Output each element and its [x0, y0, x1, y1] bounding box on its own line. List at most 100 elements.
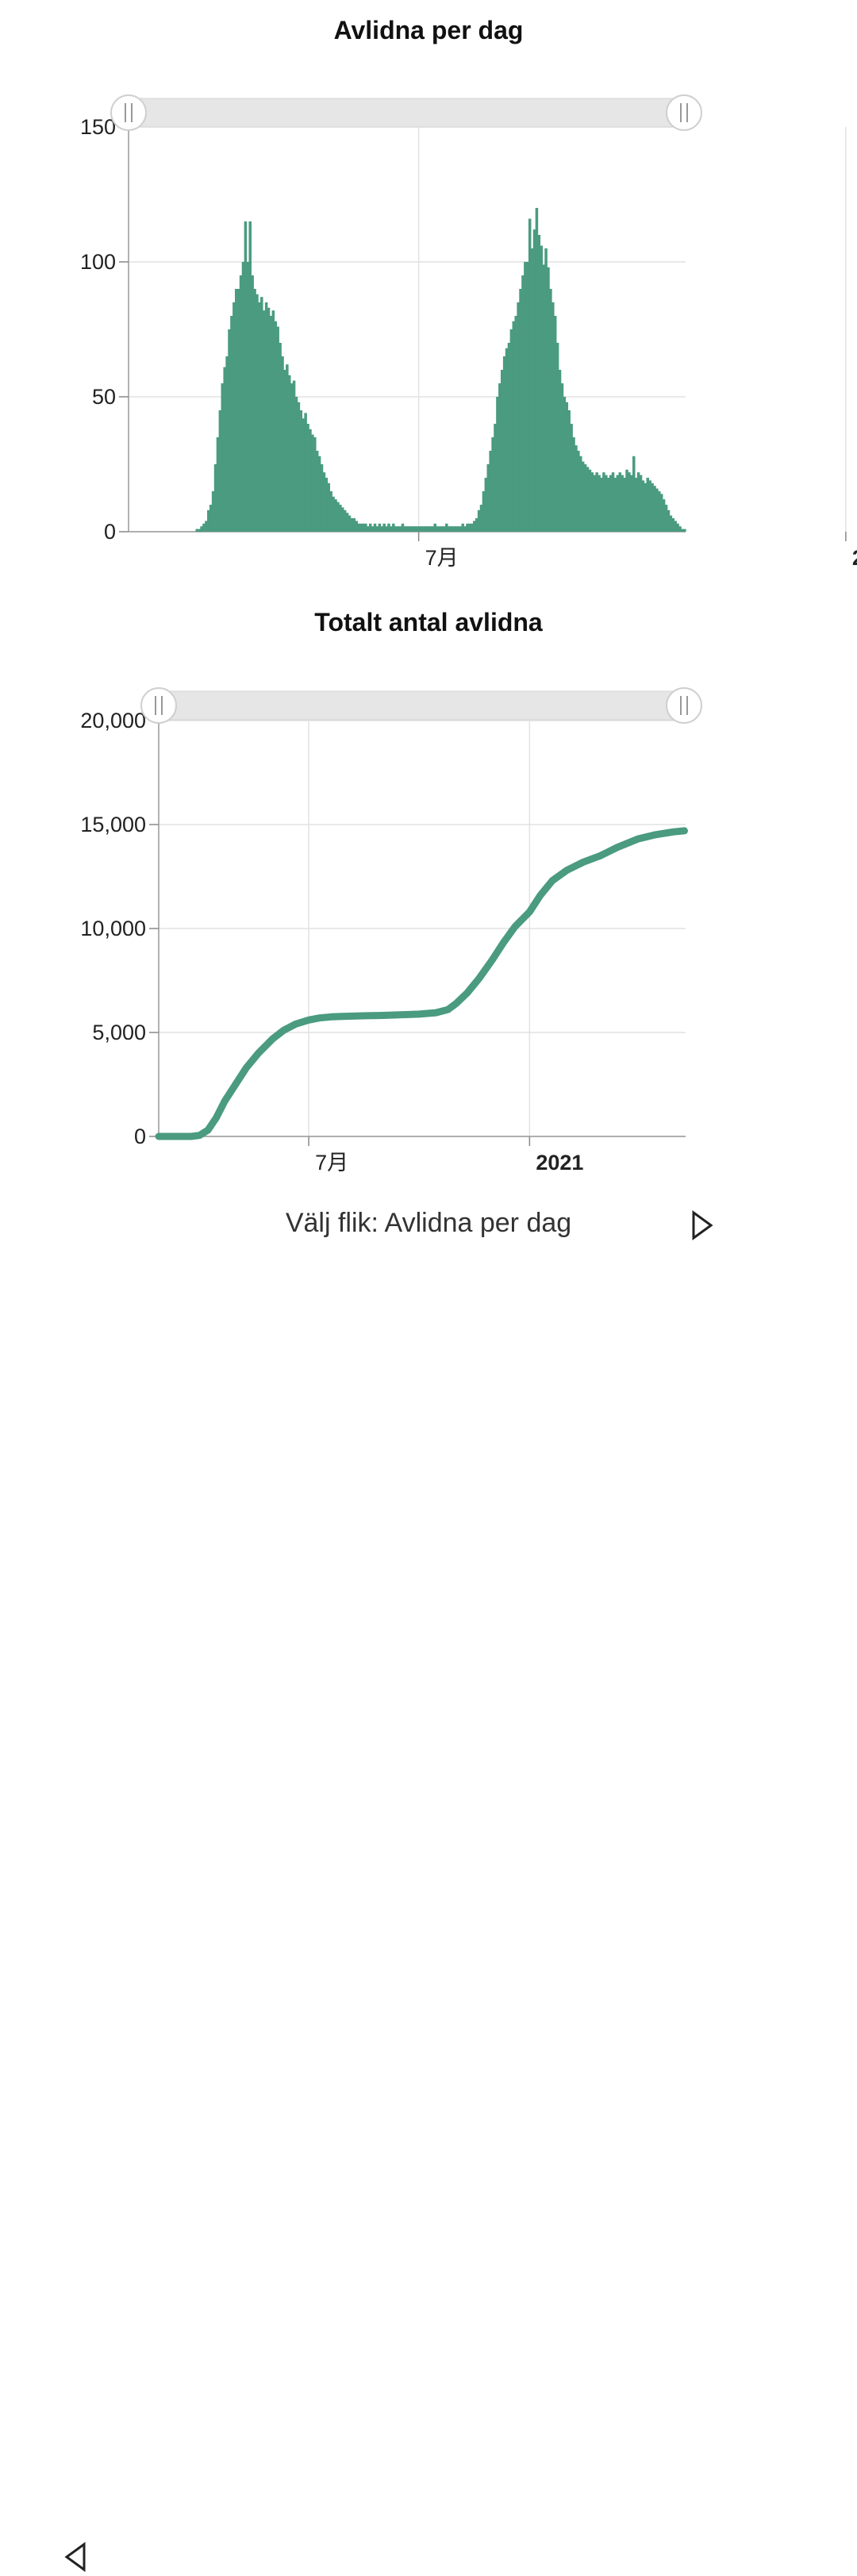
bar: [473, 521, 476, 532]
x-tick-label: 2021: [852, 546, 857, 570]
bar: [362, 523, 365, 532]
bar: [583, 464, 587, 532]
line-point: [244, 1067, 248, 1070]
bar: [306, 424, 309, 532]
bar: [447, 526, 451, 532]
range-slider-right-handle[interactable]: [666, 687, 702, 724]
bar: [577, 451, 580, 532]
bar: [459, 526, 463, 532]
range-slider-right-handle[interactable]: [666, 94, 702, 131]
bar: [641, 480, 645, 532]
bar: [302, 418, 305, 532]
bar: [484, 478, 488, 532]
bar: [489, 451, 492, 532]
bar: [420, 526, 423, 532]
bar: [218, 410, 222, 532]
bar: [258, 302, 261, 532]
bar: [228, 329, 231, 532]
range-slider-track[interactable]: [158, 690, 685, 721]
line-point: [294, 1023, 297, 1026]
bar: [256, 294, 259, 532]
bar: [644, 483, 648, 532]
bar: [646, 478, 649, 532]
bar: [542, 264, 545, 532]
bar: [390, 526, 393, 532]
bar: [428, 526, 432, 532]
bar: [253, 289, 256, 532]
handle-knob[interactable]: [110, 94, 147, 131]
bar: [671, 518, 675, 532]
bar: [498, 383, 502, 532]
next-tab-arrow-icon[interactable]: [690, 1209, 714, 1241]
bar: [345, 513, 349, 532]
bar: [616, 475, 620, 532]
bar: [271, 310, 275, 532]
bar: [593, 475, 596, 532]
bar: [315, 451, 319, 532]
total-deaths-chart: 0 5,000 10,000 15,000 20,000 7月 2021: [80, 687, 702, 1175]
bar: [579, 456, 582, 532]
bar: [283, 370, 286, 532]
bar: [669, 515, 673, 532]
bar: [202, 523, 206, 532]
bar: [547, 267, 550, 532]
range-slider[interactable]: [140, 687, 702, 724]
bar: [279, 343, 282, 532]
handle-knob[interactable]: [666, 94, 702, 131]
previous-tab-arrow-icon[interactable]: [63, 2541, 95, 2576]
y-tick-label: 15,000: [80, 813, 146, 836]
bar: [581, 461, 585, 532]
bar: [445, 523, 448, 532]
handle-knob[interactable]: [140, 687, 177, 724]
y-tick-label: 0: [134, 1125, 146, 1148]
bar: [572, 437, 575, 532]
bar: [415, 526, 418, 532]
range-slider-left-handle[interactable]: [110, 94, 147, 131]
bar: [401, 523, 405, 532]
bar: [471, 523, 474, 532]
y-tick-label: 150: [80, 115, 116, 139]
line-point: [206, 1128, 209, 1132]
bar: [509, 329, 513, 532]
bar: [590, 472, 594, 532]
bar: [251, 275, 254, 532]
bar: [294, 397, 298, 532]
line-point: [455, 1002, 458, 1005]
bar: [563, 397, 567, 532]
bar: [456, 526, 460, 532]
bar: [461, 523, 464, 532]
bar: [236, 289, 240, 532]
bar: [625, 469, 628, 532]
line-point: [616, 846, 619, 849]
handle-knob[interactable]: [666, 687, 702, 724]
bar: [560, 383, 564, 532]
bar: [502, 356, 506, 532]
tab-selector-label[interactable]: Välj flik: Avlidna per dag: [285, 1208, 572, 1238]
bar: [373, 523, 377, 532]
bar: [357, 523, 360, 532]
range-slider-left-handle[interactable]: [140, 687, 177, 724]
line-point: [528, 910, 531, 913]
line-point: [513, 925, 517, 928]
bar: [221, 383, 225, 532]
y-tick-label: 100: [80, 250, 116, 274]
range-slider[interactable]: [110, 94, 702, 131]
bar: [264, 302, 268, 532]
bar: [413, 526, 416, 532]
bar: [367, 526, 370, 532]
bar: [598, 475, 601, 532]
bar: [482, 491, 486, 532]
bar: [433, 523, 437, 532]
bar: [611, 472, 615, 532]
line-point: [653, 833, 656, 836]
bar: [500, 370, 504, 532]
bar: [364, 523, 367, 532]
bar: [575, 445, 578, 532]
bar: [297, 402, 301, 532]
bar: [678, 526, 682, 532]
line-point: [330, 1015, 333, 1018]
bar: [512, 321, 516, 532]
tab-selector: [0, 1341, 857, 2572]
line-points: [157, 829, 686, 1138]
bar: [322, 472, 326, 532]
